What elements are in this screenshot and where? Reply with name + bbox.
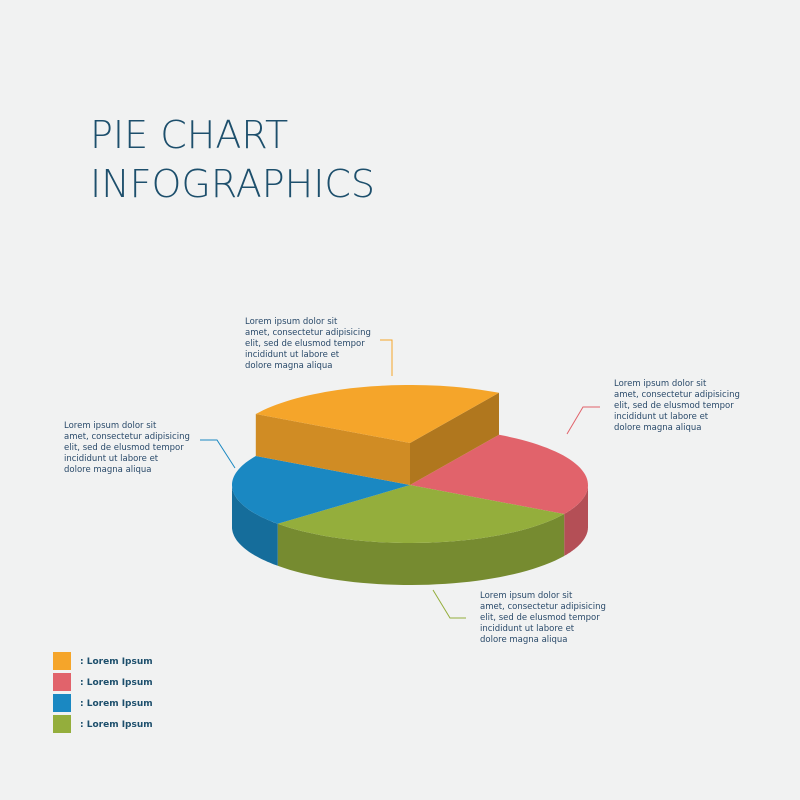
legend-label: : Lorem Ipsum — [80, 720, 153, 730]
chart-title: PIE CHART — [90, 113, 288, 157]
annotation: incididunt ut labore et — [480, 624, 575, 634]
slice-side — [277, 514, 565, 585]
leader-line — [200, 439, 236, 469]
leader-line — [380, 339, 393, 376]
annotation: amet, consectetur adipisicing — [64, 432, 190, 442]
slice-face — [255, 414, 410, 485]
legend-swatch — [53, 715, 71, 733]
slice-side — [232, 485, 278, 566]
annotation: elit, sed de elusmod tempor — [480, 613, 600, 623]
annotation: incididunt ut labore et — [614, 412, 709, 422]
leader-line — [432, 589, 466, 619]
legend-swatch — [53, 673, 71, 691]
slice-face — [410, 392, 499, 485]
pie-slice — [232, 456, 410, 524]
legend-label: : Lorem Ipsum — [80, 657, 153, 667]
annotation: dolore magna aliqua — [64, 465, 152, 475]
legend-label: : Lorem Ipsum — [80, 699, 153, 709]
annotation: amet, consectetur adipisicing — [480, 602, 606, 612]
annotation: amet, consectetur adipisicing — [245, 328, 371, 338]
annotation: elit, sed de elusmod tempor — [614, 401, 734, 411]
pie-slice — [255, 385, 499, 443]
leader-line — [566, 406, 600, 435]
annotation: Lorem ipsum dolor sit — [245, 317, 338, 327]
pie-slice — [277, 485, 565, 543]
annotation: elit, sed de elusmod tempor — [245, 339, 365, 349]
annotation: amet, consectetur adipisicing — [614, 390, 740, 400]
annotation: Lorem ipsum dolor sit — [614, 379, 707, 389]
annotation: Lorem ipsum dolor sit — [480, 591, 573, 601]
chart-title: INFOGRAPHICS — [90, 162, 375, 206]
annotation: dolore magna aliqua — [245, 361, 333, 371]
legend-swatch — [53, 652, 71, 670]
slice-side — [564, 485, 588, 556]
legend-label: : Lorem Ipsum — [80, 678, 153, 688]
annotation: dolore magna aliqua — [614, 423, 702, 433]
annotation: Lorem ipsum dolor sit — [64, 421, 157, 431]
pie-slice — [410, 434, 588, 514]
legend-swatch — [53, 694, 71, 712]
annotation: incididunt ut labore et — [245, 350, 340, 360]
annotation: elit, sed de elusmod tempor — [64, 443, 184, 453]
annotation: incididunt ut labore et — [64, 454, 159, 464]
annotation: dolore magna aliqua — [480, 635, 568, 645]
